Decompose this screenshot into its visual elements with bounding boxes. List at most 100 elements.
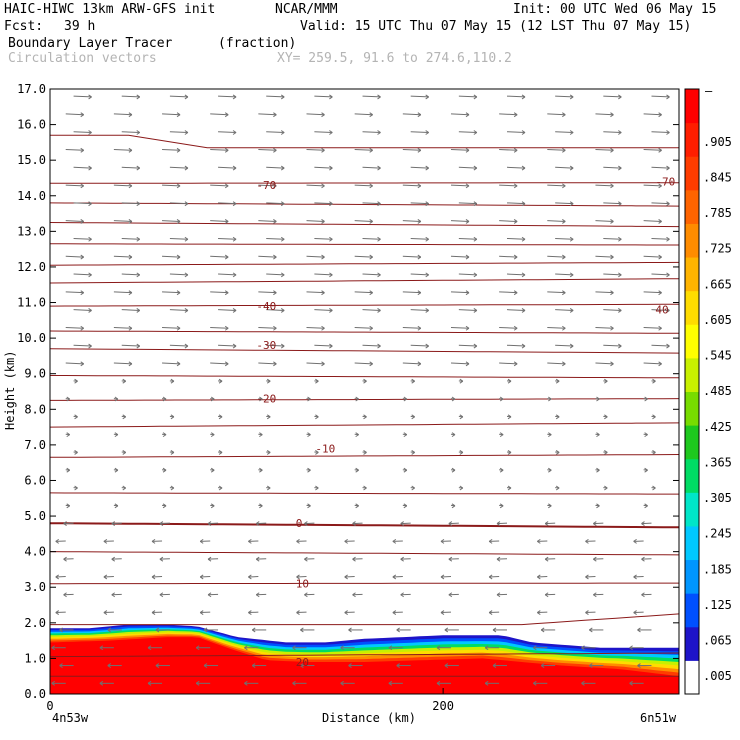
vector-arrowhead	[610, 183, 614, 189]
vector-arrowhead	[80, 147, 85, 153]
vector-arrowhead	[170, 485, 175, 491]
contour-labels: -70 -70 -40 40 -30 -20 -10 0 10 20	[256, 176, 675, 669]
vector-arrow	[218, 166, 237, 169]
vector-arrowhead	[585, 574, 589, 580]
vector-arrowhead	[307, 396, 311, 402]
vector-arrowhead	[465, 290, 470, 296]
x-axis-label: Distance (km)	[322, 711, 416, 725]
plot-frame	[49, 88, 680, 695]
vector-arrow	[603, 237, 622, 240]
contour-line	[50, 243, 679, 246]
vector-arrowhead	[80, 219, 85, 224]
vector-arrow	[450, 184, 470, 187]
vector-arrowhead	[644, 503, 648, 509]
vector-arrow	[266, 237, 285, 240]
x-endpoint-right: 6n51w	[640, 711, 677, 725]
vector-arrow	[162, 326, 181, 329]
vector-arrowhead	[604, 449, 608, 455]
vector-arrowhead	[55, 610, 60, 615]
vector-arrowhead	[369, 147, 373, 153]
y-tick-label: 8.0	[24, 402, 46, 416]
vector-arrow	[450, 149, 470, 151]
vector-arrow	[402, 362, 421, 365]
vector-arrow	[73, 273, 92, 276]
vector-arrowhead	[658, 290, 662, 296]
vector-arrowhead	[184, 343, 189, 349]
vector-arrowhead	[593, 556, 597, 562]
vector-arrowhead	[66, 467, 71, 473]
vector-arrow	[547, 362, 566, 365]
vector-arrow	[362, 202, 381, 205]
vector-arrow	[506, 273, 526, 276]
vector-arrowhead	[596, 396, 600, 402]
vector-arrowhead	[658, 254, 662, 260]
vector-arrowhead	[417, 361, 422, 367]
vector-arrow	[651, 95, 670, 98]
vector-arrowhead	[666, 201, 670, 207]
y-tick-label: 16.0	[17, 118, 46, 132]
vector-arrowhead	[224, 361, 229, 367]
vector-arrowhead	[244, 645, 248, 651]
vector-arrowhead	[377, 165, 381, 171]
vector-arrowhead	[425, 308, 429, 313]
vector-arrowhead	[224, 219, 229, 224]
vector-arrow	[410, 202, 429, 205]
vector-arrowhead	[218, 378, 223, 384]
temperature-contours	[49, 134, 680, 677]
vector-arrowhead	[436, 645, 441, 651]
vector-arrowhead	[581, 645, 585, 651]
vector-arrowhead	[266, 378, 271, 384]
vector-arrowhead	[459, 485, 464, 491]
vector-arrowhead	[232, 272, 237, 278]
vector-arrow	[450, 255, 470, 258]
vector-arrowhead	[507, 449, 512, 455]
vector-arrow	[555, 309, 574, 311]
vector-arrow	[402, 184, 421, 187]
colorbar: .005 .065 .125 .185 .245 .305 .365 .425 .485 .545…	[684, 84, 732, 695]
vector-arrow	[643, 326, 662, 329]
contour-line	[49, 303, 679, 307]
vector-arrowhead	[111, 556, 116, 562]
vector-arrowhead	[184, 308, 189, 313]
contour-line	[49, 652, 680, 658]
colorbar-label: .725	[703, 242, 732, 256]
vector-arrow	[499, 291, 518, 294]
vector-arrow	[402, 255, 421, 258]
vector-arrowhead	[417, 112, 422, 118]
y-tick-label: 12.0	[17, 260, 46, 274]
vector-arrow	[651, 273, 670, 276]
vector-arrowhead	[255, 521, 260, 526]
vector-arrowhead	[88, 130, 92, 135]
vector-arrowhead	[55, 538, 60, 544]
vector-arrowhead	[562, 112, 566, 118]
vector-arrowhead	[151, 610, 156, 615]
vector-arrowhead	[355, 503, 359, 509]
vector-arrowhead	[273, 183, 277, 189]
vector-arrowhead	[128, 183, 133, 189]
vector-arrowhead	[232, 236, 237, 242]
vector-arrowhead	[224, 290, 229, 296]
vector-arrow	[643, 255, 662, 258]
vector-arrow	[306, 184, 325, 187]
vector-arrowhead	[114, 503, 119, 509]
x-axis-ticks: 0 200	[46, 688, 454, 713]
vector-arrow	[306, 255, 325, 258]
vector-arrow	[354, 113, 373, 116]
y-tick-label: 3.0	[24, 580, 46, 594]
vector-arrowhead	[259, 467, 263, 473]
vector-arrow	[113, 255, 132, 258]
vector-arrow	[603, 309, 622, 311]
vector-arrow	[65, 184, 84, 187]
forecast-label: Fcst:	[4, 19, 44, 34]
contour-line	[49, 522, 680, 529]
vector-arrowhead	[184, 236, 189, 242]
vector-arrow	[169, 202, 188, 205]
vector-arrowhead	[507, 485, 512, 491]
vector-arrowhead	[280, 94, 285, 100]
vector-arrowhead	[114, 467, 119, 473]
vector-arrowhead	[377, 308, 381, 313]
vector-arrowhead	[128, 325, 133, 331]
vector-arrow	[410, 95, 429, 98]
vector-arrowhead	[273, 361, 277, 367]
vector-arrowhead	[162, 503, 167, 509]
